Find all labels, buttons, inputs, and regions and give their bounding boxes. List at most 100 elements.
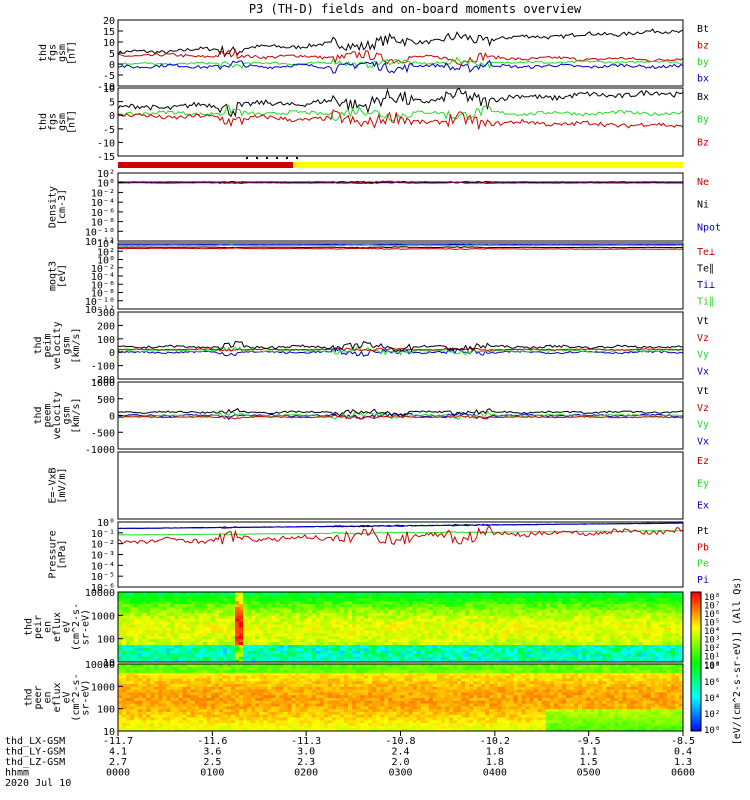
heatmap-cell: [497, 632, 502, 637]
heatmap-cell: [517, 635, 523, 640]
heatmap-cell: [307, 700, 313, 704]
heatmap-cell: [174, 600, 180, 605]
heatmap-cell: [610, 632, 615, 637]
heatmap-cell: [594, 615, 599, 619]
heatmap-cell: [190, 677, 196, 682]
heatmap-cell: [126, 624, 131, 628]
heatmap-cell: [420, 638, 426, 643]
series-line-Pe: [118, 530, 684, 536]
heatmap-cell: [287, 594, 293, 599]
heatmap-cell: [251, 700, 256, 704]
heatmap-cell: [501, 656, 506, 660]
heatmap-cell: [291, 672, 297, 676]
heatmap-cell: [481, 653, 486, 657]
heatmap-cell: [130, 627, 135, 631]
heatmap-cell: [606, 612, 611, 616]
heatmap-cell: [335, 705, 341, 710]
heatmap-cell: [469, 656, 474, 660]
heatmap-cell: [214, 621, 220, 625]
heatmap-cell: [134, 641, 139, 645]
heatmap-cell: [190, 664, 196, 668]
heatmap-cell: [481, 612, 486, 616]
heatmap-cell: [525, 621, 531, 625]
heatmap-cell: [440, 597, 446, 602]
heatmap-cell: [666, 638, 672, 643]
heatmap-cell: [154, 615, 159, 619]
heatmap-cell: [226, 700, 232, 704]
heatmap-cell: [275, 621, 280, 625]
heatmap-cell: [335, 700, 341, 704]
heatmap-cell: [186, 635, 192, 640]
heatmap-cell: [654, 615, 660, 619]
heatmap-cell: [319, 725, 325, 729]
heatmap-cell: [118, 650, 123, 654]
heatmap-cell: [622, 653, 627, 657]
heatmap-cell: [457, 592, 462, 596]
heatmap-cell: [485, 612, 490, 616]
heatmap-cell: [339, 592, 345, 596]
heatmap-cell: [525, 656, 531, 660]
heatmap-cell: [118, 669, 123, 673]
heatmap-cell: [251, 725, 256, 729]
heatmap-cell: [598, 641, 603, 645]
heatmap-cell: [396, 659, 401, 663]
heatmap-cell: [594, 612, 599, 616]
heatmap-cell: [352, 638, 357, 643]
heatmap-cell: [319, 722, 325, 726]
heatmap-cell: [545, 644, 551, 648]
heatmap-cell: [134, 669, 139, 673]
heatmap-cell: [218, 666, 224, 671]
heatmap-cell: [319, 603, 325, 608]
heatmap-cell: [335, 615, 341, 619]
heatmap-cell: [226, 650, 232, 654]
heatmap-cell: [327, 728, 333, 732]
heatmap-cell: [287, 700, 293, 704]
heatmap-cell: [368, 603, 373, 608]
heatmap-cell: [146, 624, 151, 628]
heatmap-cell: [186, 641, 192, 645]
heatmap-cell: [255, 632, 260, 637]
heatmap-cell: [630, 606, 636, 610]
heatmap-cell: [178, 694, 184, 698]
heatmap-cell: [388, 653, 393, 657]
heatmap-cell: [412, 609, 418, 613]
heatmap-cell: [118, 632, 123, 637]
heatmap-cell: [251, 641, 256, 645]
heatmap-cell: [396, 638, 401, 643]
heatmap-cell: [134, 656, 139, 660]
heatmap-cell: [557, 592, 563, 596]
heatmap-cell: [586, 627, 591, 631]
heatmap-cell: [295, 700, 301, 704]
heatmap-cell: [194, 672, 200, 676]
heatmap-cell: [432, 600, 438, 605]
heatmap-cell: [279, 677, 284, 682]
heatmap-cell: [424, 618, 430, 622]
heatmap-cell: [255, 719, 260, 724]
heatmap-cell: [339, 624, 345, 628]
heatmap-cell: [602, 600, 607, 605]
heatmap-cell: [118, 717, 123, 721]
heatmap-cell: [565, 594, 571, 599]
heatmap-cell: [271, 700, 276, 704]
heatmap-cell: [134, 691, 139, 696]
y-tick-label: 10⁻⁶: [91, 208, 115, 219]
heatmap-cell: [452, 621, 458, 625]
y-tick-label: 10⁻³: [91, 551, 115, 562]
heatmap-cell: [489, 647, 494, 651]
heatmap-cell: [243, 691, 248, 696]
heatmap-cell: [622, 600, 627, 605]
y-tick-label: 10⁻⁵: [91, 572, 115, 583]
heatmap-cell: [251, 656, 256, 660]
heatmap-cell: [356, 612, 361, 616]
heatmap-cell: [174, 612, 180, 616]
heatmap-cell: [162, 647, 167, 651]
heatmap-cell: [118, 691, 123, 696]
heatmap-cell: [186, 708, 192, 712]
heatmap-cell: [521, 659, 527, 663]
heatmap-cell: [323, 714, 329, 718]
heatmap-cell: [162, 609, 167, 613]
heatmap-cell: [259, 677, 264, 682]
heatmap-cell: [578, 629, 583, 634]
heatmap-cell: [162, 703, 167, 707]
heatmap-cell: [231, 686, 236, 690]
